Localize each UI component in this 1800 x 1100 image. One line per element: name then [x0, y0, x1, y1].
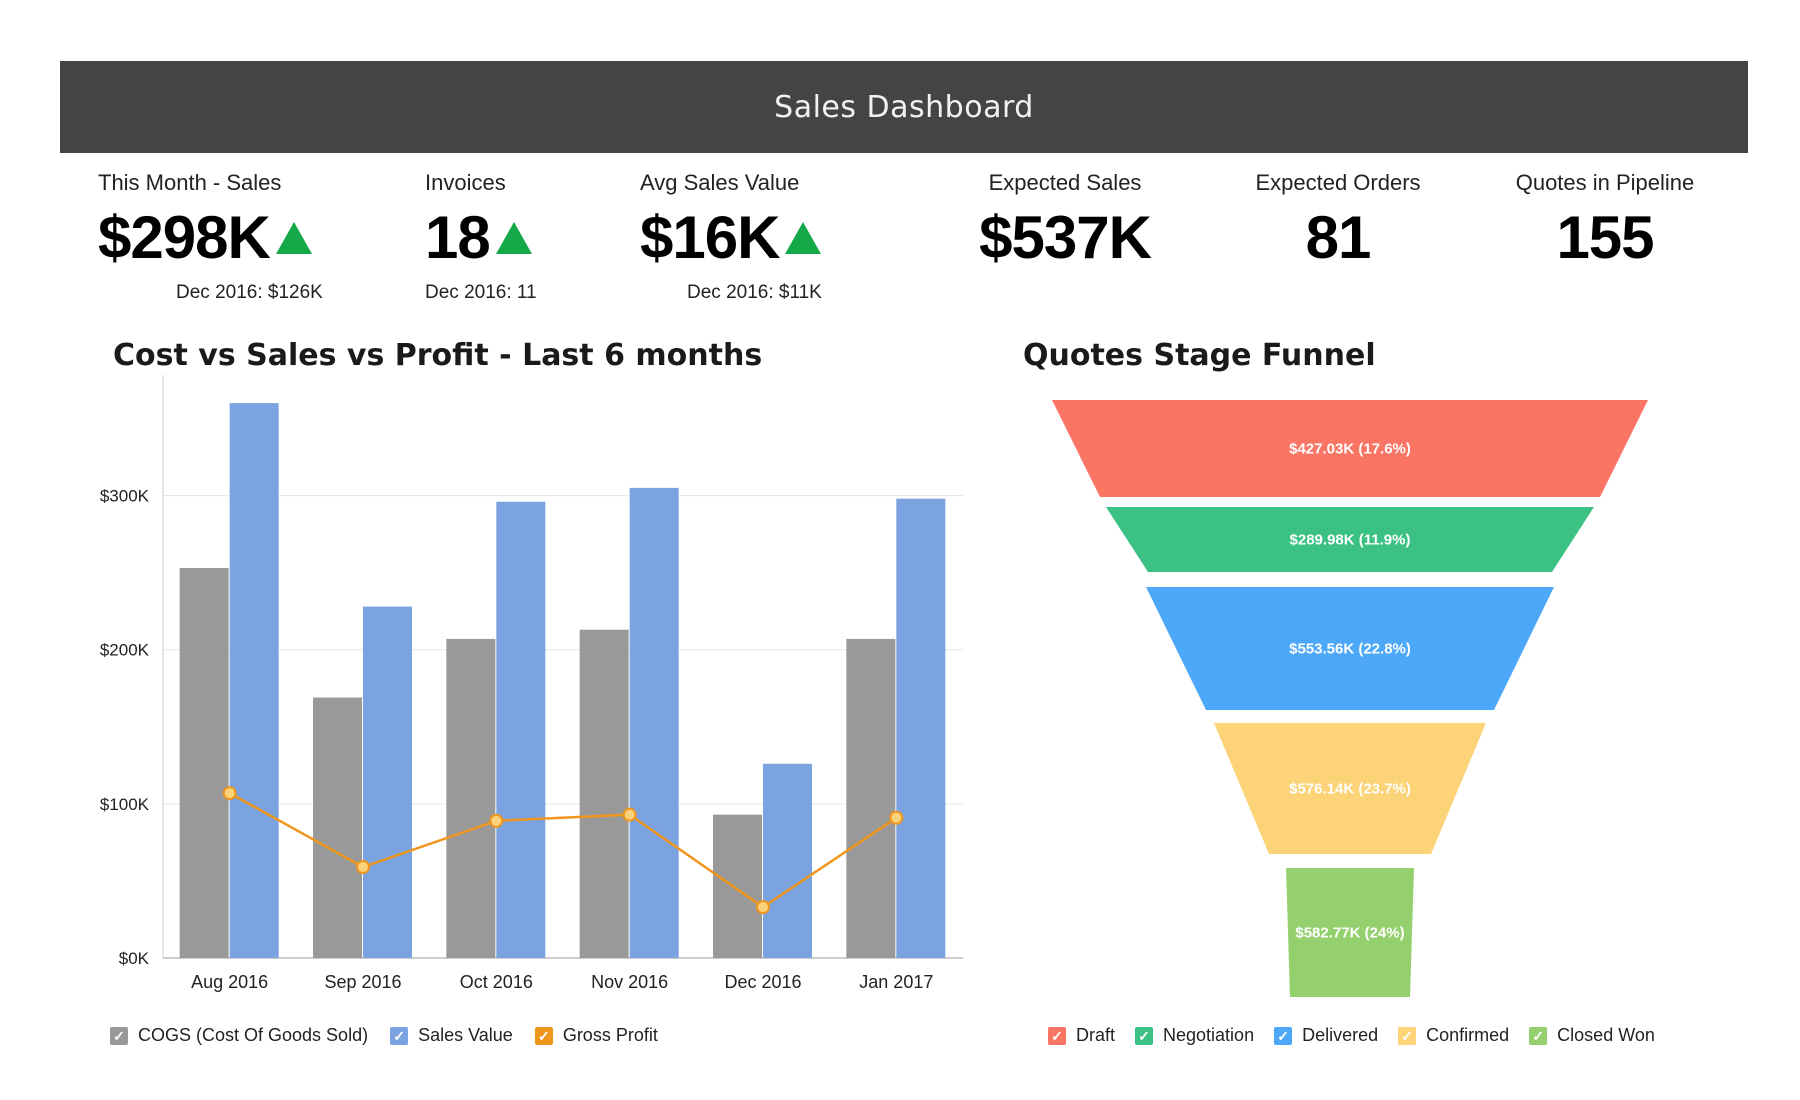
trend-up-icon	[495, 222, 532, 254]
dashboard-title: Sales Dashboard	[774, 89, 1034, 125]
funnel-stage-negotiation[interactable]	[1106, 507, 1594, 572]
x-tick-label: Dec 2016	[724, 972, 801, 992]
funnel-stage-label: $582.77K (24%)	[1295, 925, 1404, 942]
legend-item[interactable]: ✓ Draft	[1048, 1025, 1115, 1046]
y-tick-label: $300K	[100, 487, 150, 506]
funnel-stage-label: $427.03K (17.6%)	[1289, 441, 1411, 458]
y-tick-label: $200K	[100, 641, 150, 660]
sales-bar[interactable]	[763, 763, 812, 958]
quotes-funnel-chart: $427.03K (17.6%) $289.98K (11.9%) $553.56K…	[1052, 400, 1648, 997]
checkbox-icon[interactable]: ✓	[110, 1026, 128, 1045]
kpi-value: 18	[425, 204, 491, 271]
funnel-stage-label: $289.98K (11.9%)	[1290, 532, 1411, 549]
x-tick-label: Nov 2016	[591, 972, 668, 992]
funnel-stage-delivered[interactable]	[1146, 587, 1554, 710]
gross-profit-point[interactable]	[356, 860, 370, 875]
funnel-stage-closed-won[interactable]	[1286, 868, 1414, 997]
checkbox-icon[interactable]: ✓	[1529, 1026, 1548, 1045]
cogs-bar[interactable]	[713, 814, 762, 958]
funnel-stage-label: $553.56K (22.8%)	[1289, 641, 1411, 658]
legend-label: Draft	[1076, 1025, 1116, 1045]
legend-item[interactable]: ✓ COGS (Cost Of Goods Sold)	[110, 1025, 368, 1046]
legend-label: Delivered	[1302, 1025, 1379, 1045]
kpi-expected-orders: Expected Orders 81	[1238, 170, 1438, 268]
gross-profit-line	[229, 791, 898, 909]
kpi-quotes-in-pipeline: Quotes in Pipeline 155	[1500, 170, 1710, 268]
legend-item[interactable]: ✓ Gross Profit	[534, 1025, 658, 1046]
sales-bar[interactable]	[363, 606, 412, 958]
legend-item[interactable]: ✓ Closed Won	[1529, 1025, 1655, 1046]
kpi-this-month-sales: This Month - Sales $298K Dec 2016: $126K	[98, 170, 323, 304]
cogs-bar[interactable]	[179, 568, 229, 958]
legend-label: Confirmed	[1426, 1025, 1510, 1045]
kpi-label: Invoices	[425, 170, 506, 195]
kpi-label: Avg Sales Value	[640, 170, 800, 195]
checkbox-icon[interactable]: ✓	[1048, 1026, 1066, 1045]
kpi-comparison: Dec 2016: 11	[425, 282, 537, 303]
checkbox-icon[interactable]: ✓	[534, 1026, 553, 1045]
kpi-value: $298K	[98, 204, 271, 271]
checkbox-icon[interactable]: ✓	[390, 1026, 409, 1045]
kpi-comparison: Dec 2016: $126K	[176, 282, 323, 303]
x-tick-label: Jan 2017	[859, 972, 933, 992]
kpi-label: Expected Orders	[1255, 170, 1421, 195]
x-tick-label: Oct 2016	[460, 972, 533, 992]
kpi-label: Expected Sales	[988, 170, 1142, 195]
funnel-stage-label: $576.14K (23.7%)	[1289, 781, 1411, 798]
sales-bar[interactable]	[229, 403, 279, 958]
bar-chart-title: Cost vs Sales vs Profit - Last 6 months	[113, 338, 763, 373]
sales-bar[interactable]	[496, 501, 546, 958]
funnel-chart-legend: ✓ Draft ✓ Negotiation ✓ Delivered ✓ Confirmed ✓ C…	[1048, 1025, 1655, 1046]
legend-label: Gross Profit	[562, 1025, 658, 1045]
kpi-value: 155	[1556, 204, 1654, 271]
trend-up-icon	[275, 222, 312, 254]
legend-item[interactable]: ✓ Negotiation	[1135, 1025, 1254, 1046]
cogs-bar[interactable]	[846, 638, 896, 958]
trend-up-icon	[785, 222, 822, 254]
kpi-invoices: Invoices 18 Dec 2016: 11	[425, 170, 537, 304]
funnel-chart-title: Quotes Stage Funnel	[1023, 338, 1376, 373]
y-tick-label: $0K	[119, 949, 150, 968]
gross-profit-point[interactable]	[622, 807, 637, 822]
kpi-value: $16K	[640, 204, 780, 271]
kpi-label: Quotes in Pipeline	[1515, 170, 1695, 195]
kpi-label: This Month - Sales	[98, 170, 282, 195]
legend-item[interactable]: ✓ Sales Value	[390, 1025, 513, 1046]
cost-sales-profit-chart: $0K $100K $200K $300K Aug 2016 Sep 2016 Oct 20…	[100, 375, 963, 992]
y-tick-label: $100K	[100, 795, 150, 814]
sales-bar[interactable]	[896, 498, 946, 958]
kpi-avg-sales-value: Avg Sales Value $16K Dec 2016: $11K	[640, 170, 822, 304]
funnel-stage-confirmed[interactable]	[1214, 723, 1486, 854]
legend-label: Sales Value	[418, 1025, 513, 1045]
x-tick-label: Sep 2016	[324, 972, 401, 992]
kpi-value: 81	[1305, 204, 1372, 271]
legend-item[interactable]: ✓ Delivered	[1274, 1025, 1378, 1046]
cogs-bar[interactable]	[579, 629, 629, 958]
checkbox-icon[interactable]: ✓	[1135, 1026, 1154, 1045]
bar-chart-legend: ✓ COGS (Cost Of Goods Sold) ✓ Sales Value ✓ G…	[110, 1025, 658, 1046]
sales-bar[interactable]	[629, 487, 679, 958]
kpi-value: $537K	[979, 204, 1152, 271]
legend-label: Closed Won	[1557, 1025, 1655, 1045]
funnel-stage-draft[interactable]	[1052, 400, 1648, 497]
gross-profit-point[interactable]	[756, 900, 770, 915]
dashboard-header: Sales Dashboard	[60, 61, 1748, 153]
x-tick-label: Aug 2016	[191, 972, 268, 992]
kpi-expected-sales: Expected Sales $537K	[965, 170, 1165, 268]
gross-profit-point[interactable]	[222, 786, 237, 801]
gross-profit-point[interactable]	[489, 813, 504, 828]
kpi-comparison: Dec 2016: $11K	[687, 282, 822, 303]
legend-label: Negotiation	[1163, 1025, 1255, 1045]
checkbox-icon[interactable]: ✓	[1398, 1026, 1417, 1045]
legend-label: COGS (Cost Of Goods Sold)	[138, 1025, 369, 1045]
cogs-bar[interactable]	[446, 638, 496, 958]
legend-item[interactable]: ✓ Confirmed	[1398, 1025, 1509, 1046]
gross-profit-point[interactable]	[889, 810, 904, 825]
checkbox-icon[interactable]: ✓	[1274, 1026, 1293, 1045]
cogs-bar[interactable]	[313, 697, 362, 958]
